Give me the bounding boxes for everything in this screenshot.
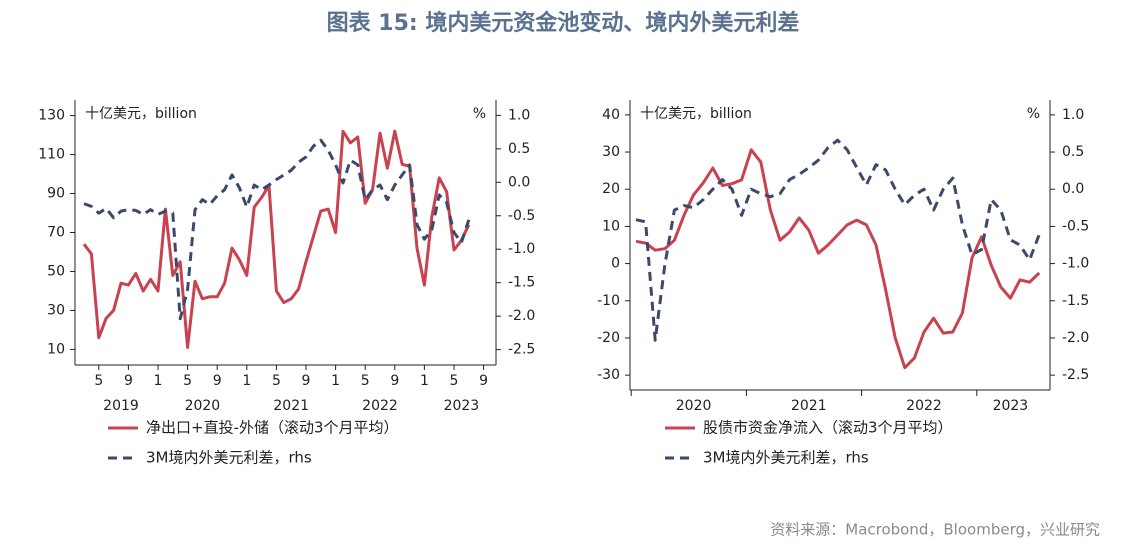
y2-unit: %	[1027, 106, 1040, 122]
y2-tick-label: 0.5	[1062, 144, 1084, 160]
y-unit: 十亿美元，billion	[640, 106, 752, 122]
y-tick-label: 0	[611, 256, 620, 272]
x-tick-label: 5	[94, 373, 103, 389]
legend-label: 股债市资金净流入（滚动3个月平均）	[703, 419, 953, 437]
year-label: 2022	[362, 398, 398, 414]
y2-tick-label: -0.5	[1062, 218, 1089, 234]
y-tick-label: 110	[38, 147, 65, 163]
x-tick-label: 1	[242, 373, 251, 389]
legend-label: 3M境内外美元利差，rhs	[703, 449, 869, 467]
legend-label: 3M境内外美元利差，rhs	[146, 449, 312, 467]
x-tick-label: 9	[124, 373, 133, 389]
x-tick-label: 9	[302, 373, 311, 389]
y2-tick-label: -2.0	[1062, 330, 1089, 346]
y-tick-label: -20	[597, 330, 620, 346]
y-tick-label: 10	[47, 341, 65, 357]
x-tick-label: 9	[479, 373, 488, 389]
y2-tick-label: 1.0	[1062, 107, 1084, 123]
x-tick-label: 1	[154, 373, 163, 389]
series-line	[635, 138, 1041, 342]
x-tick-label: 9	[213, 373, 222, 389]
x-tick-label: 5	[450, 373, 459, 389]
page-title: 图表 15: 境内美元资金池变动、境内外美元利差	[327, 10, 800, 36]
y-tick-label: 70	[47, 225, 65, 241]
y2-tick-label: 0.0	[508, 174, 530, 190]
legend-label: 净出口+直投-外储（滚动3个月平均）	[146, 419, 399, 437]
y2-tick-label: -1.5	[508, 275, 535, 291]
y2-tick-label: 0.0	[1062, 181, 1084, 197]
x-tick-label: 1	[331, 373, 340, 389]
year-label: 2020	[185, 398, 221, 414]
y2-tick-label: -2.0	[508, 308, 535, 324]
y-tick-label: 130	[38, 108, 65, 124]
y2-tick-label: 0.5	[508, 141, 530, 157]
y-unit: 十亿美元，billion	[85, 106, 197, 122]
x-tick-label: 5	[183, 373, 192, 389]
y2-tick-label: -1.5	[1062, 293, 1089, 309]
y-tick-label: 10	[602, 218, 620, 234]
y-tick-label: 20	[602, 181, 620, 197]
year-label: 2023	[444, 398, 480, 414]
y2-tick-label: -0.5	[508, 208, 535, 224]
source-note: 资料来源：Macrobond，Bloomberg，兴业研究	[770, 521, 1100, 539]
y2-unit: %	[473, 106, 486, 122]
year-label: 2021	[273, 398, 309, 414]
y2-tick-label: -2.5	[508, 342, 535, 358]
x-tick-label: 5	[272, 373, 281, 389]
y-tick-label: 90	[47, 186, 65, 202]
y-tick-label: -10	[597, 293, 620, 309]
year-label: 2021	[791, 398, 827, 414]
x-tick-label: 5	[361, 373, 370, 389]
y-tick-label: 30	[602, 144, 620, 160]
year-label: 2019	[103, 398, 139, 414]
y2-tick-label: -1.0	[1062, 256, 1089, 272]
x-tick-label: 1	[420, 373, 429, 389]
y-tick-label: 50	[47, 263, 65, 279]
series-line	[635, 148, 1041, 370]
year-label: 2020	[676, 398, 712, 414]
x-tick-label: 9	[390, 373, 399, 389]
y-tick-label: -30	[597, 367, 620, 383]
y2-tick-label: 1.0	[508, 107, 530, 123]
y2-tick-label: -1.0	[508, 241, 535, 257]
series-line	[83, 138, 471, 321]
series-line	[82, 129, 471, 349]
y-tick-label: 30	[47, 302, 65, 318]
y2-tick-label: -2.5	[1062, 367, 1089, 383]
y-tick-label: 40	[602, 107, 620, 123]
year-label: 2022	[906, 398, 942, 414]
year-label: 2023	[993, 398, 1029, 414]
